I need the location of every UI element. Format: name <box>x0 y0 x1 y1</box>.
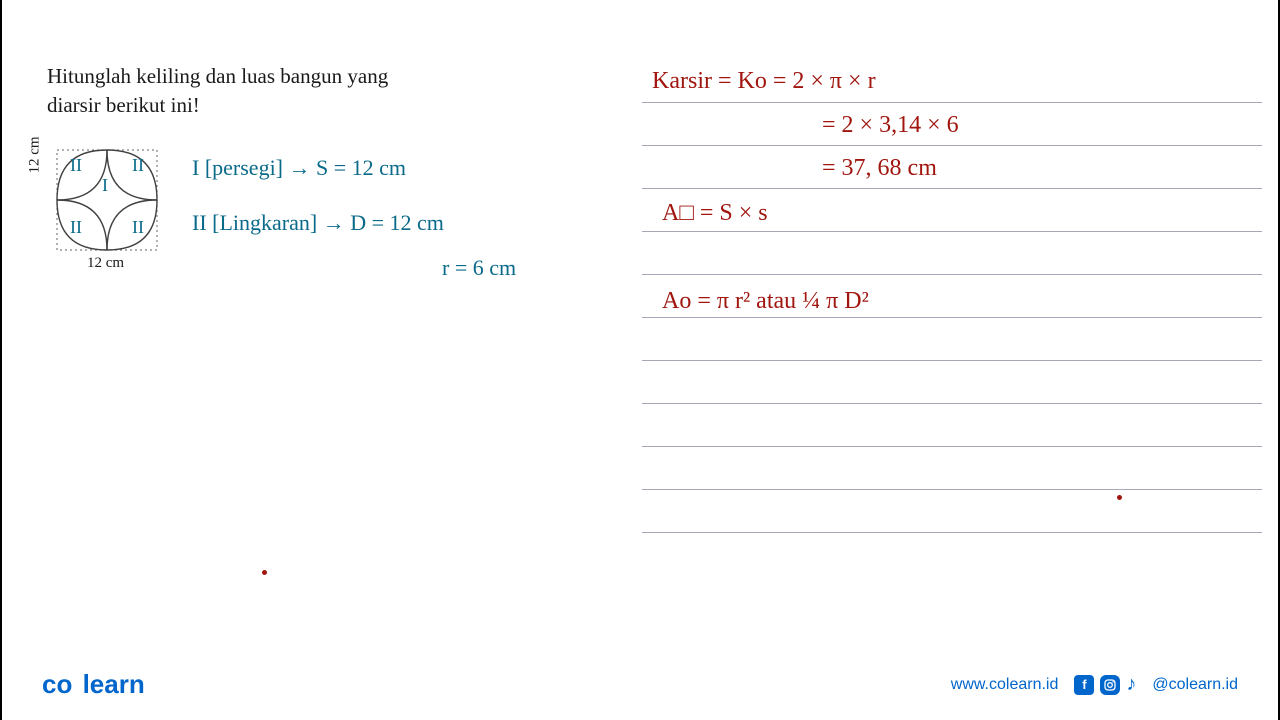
side-dimension-label: 12 cm <box>27 136 44 173</box>
red-note-4: A□ = S × s <box>662 200 768 227</box>
instagram-icon[interactable] <box>1100 675 1120 695</box>
region-label-bl: II <box>70 217 82 238</box>
blue-note-2: II [Lingkaran] → D = 12 cm <box>192 210 444 236</box>
page-footer: co learn www.colearn.id f ♪ @colearn.id <box>2 669 1278 700</box>
blue-note-1: I [persegi] → S = 12 cm <box>192 155 406 181</box>
page-content: Hitunglah keliling dan luas bangun yang … <box>2 0 1278 720</box>
footer-right: www.colearn.id f ♪ @colearn.id <box>951 673 1238 696</box>
footer-url[interactable]: www.colearn.id <box>951 676 1059 694</box>
stray-dot-2 <box>1117 495 1122 500</box>
diagram-svg <box>52 145 162 255</box>
stray-dot-1 <box>262 570 267 575</box>
problem-line2: diarsir berikut ini! <box>47 93 200 117</box>
facebook-icon[interactable]: f <box>1074 675 1094 695</box>
red-note-2: = 2 × 3,14 × 6 <box>822 112 959 139</box>
region-label-br: II <box>132 217 144 238</box>
brand-logo: co learn <box>42 669 145 700</box>
logo-prefix: co <box>42 669 72 699</box>
red-note-3: = 37, 68 cm <box>822 155 937 182</box>
problem-line1: Hitunglah keliling dan luas bangun yang <box>47 64 388 88</box>
region-label-tl: II <box>70 155 82 176</box>
footer-handle[interactable]: @colearn.id <box>1152 676 1238 694</box>
geometry-diagram: II II II II I <box>52 145 162 260</box>
social-icons: f ♪ <box>1074 673 1136 696</box>
red-note-1: Karsir = Ko = 2 × π × r <box>652 68 876 95</box>
blue-note-3: r = 6 cm <box>442 255 516 281</box>
bottom-dimension-label: 12 cm <box>87 255 124 272</box>
problem-statement: Hitunglah keliling dan luas bangun yang … <box>47 62 388 121</box>
logo-suffix: learn <box>83 669 145 699</box>
region-label-center: I <box>102 175 108 196</box>
red-note-5: Ao = π r² atau ¼ π D² <box>662 288 869 315</box>
region-label-tr: II <box>132 155 144 176</box>
tiktok-icon[interactable]: ♪ <box>1126 673 1136 696</box>
